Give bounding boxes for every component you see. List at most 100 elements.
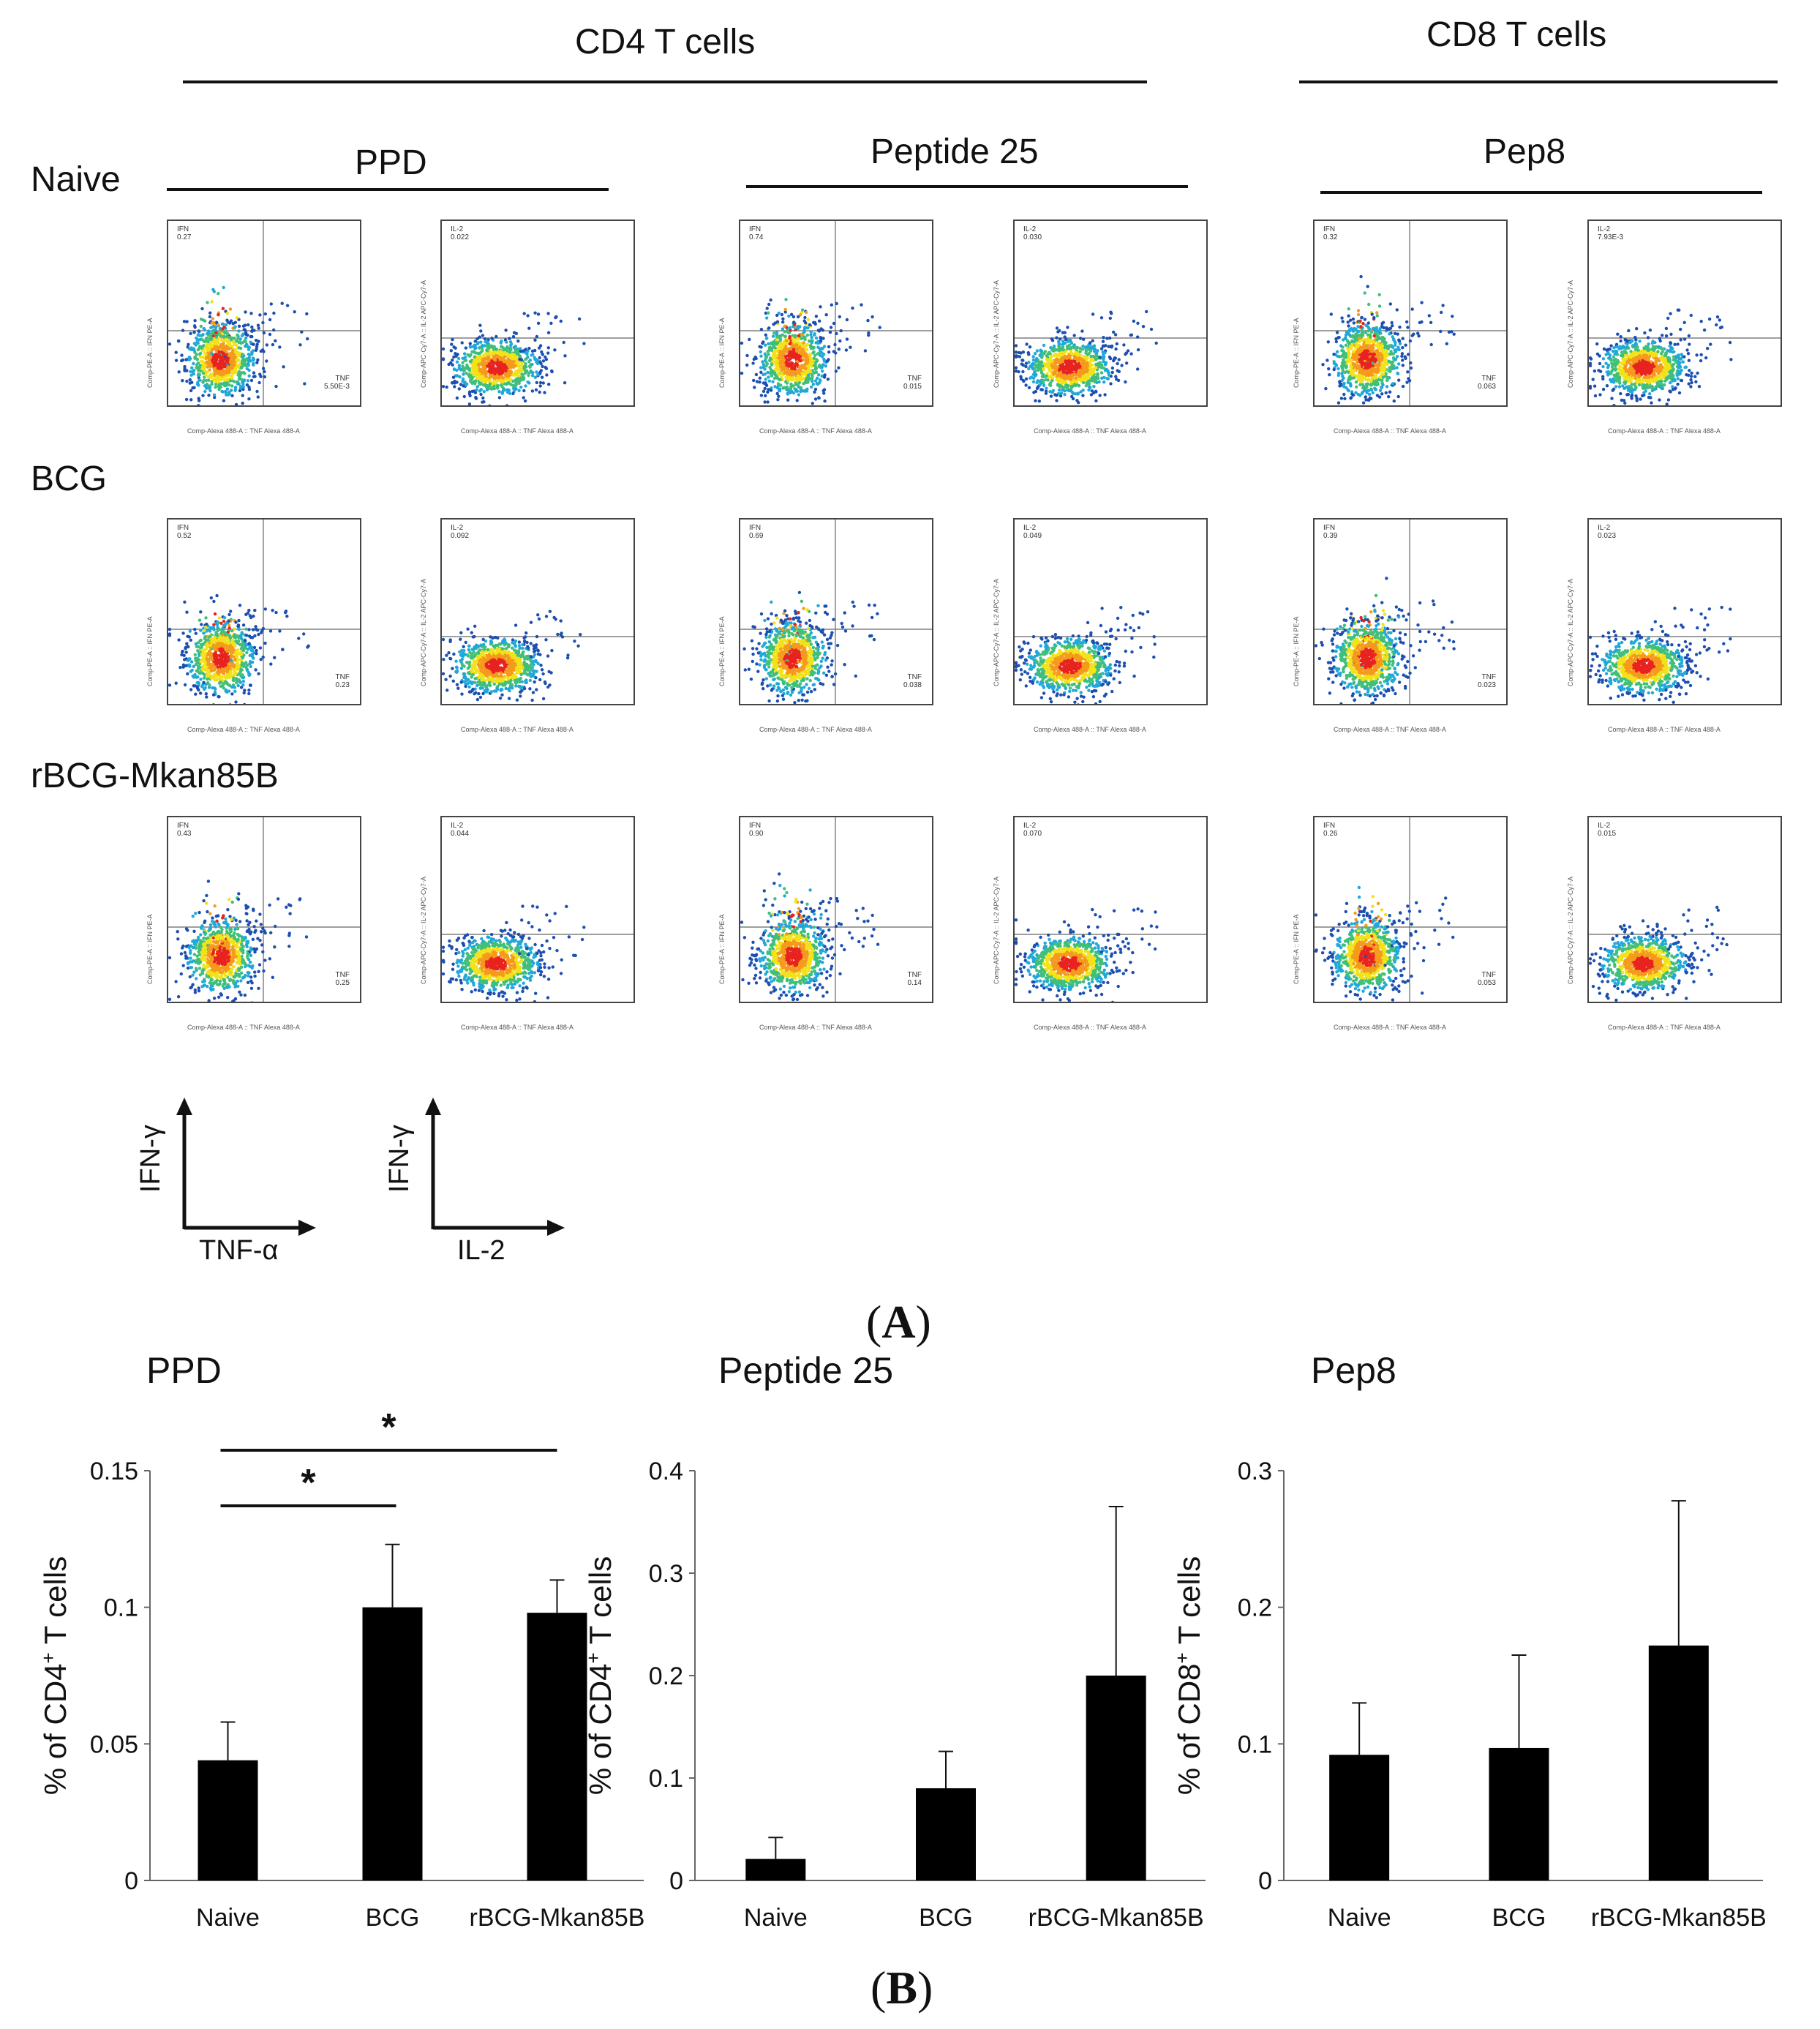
peptide25-header-line bbox=[746, 185, 1188, 188]
flow-plot-naive-0: IFN 0.27 TNF 5.50E-3 bbox=[167, 220, 361, 407]
gate-label-lower-right: TNF 0.023 bbox=[1478, 673, 1496, 689]
gate-name: IFN bbox=[177, 822, 189, 830]
flow-x-axis-label: Comp-Alexa 488-A :: TNF Alexa 488-A bbox=[187, 726, 300, 733]
gate-name: IL-2 bbox=[1023, 524, 1037, 532]
gate-name: TNF bbox=[907, 673, 922, 681]
panel-a-letter-text: A bbox=[881, 1296, 916, 1348]
flow-x-axis-label: Comp-Alexa 488-A :: TNF Alexa 488-A bbox=[759, 726, 872, 733]
y-tick-label: 0.3 bbox=[1238, 1458, 1272, 1485]
gate-label-lower-right: TNF 0.23 bbox=[336, 673, 350, 689]
flow-plot-rbcg-2: IFN 0.90 TNF 0.14 bbox=[739, 816, 933, 1003]
pep8-header-line bbox=[1320, 191, 1762, 194]
panel-a-letter: (A) bbox=[866, 1296, 931, 1348]
flow-y-axis-label: Comp-APC-Cy7-A :: IL-2 APC-Cy7-A bbox=[420, 876, 427, 984]
y-tick-label: 0.2 bbox=[649, 1662, 683, 1690]
gate-label-lower-right: TNF 5.50E-3 bbox=[324, 375, 350, 391]
legend-x1-label: TNF-α bbox=[199, 1235, 279, 1266]
x-tick-label-0: Naive bbox=[1328, 1904, 1391, 1932]
gate-value: 0.022 bbox=[451, 233, 470, 241]
significance-star-1: * bbox=[381, 1406, 396, 1449]
gate-label-upper-left: IFN 0.32 bbox=[1323, 225, 1337, 241]
gate-name: IFN bbox=[177, 524, 189, 532]
y-tick-label: 0.05 bbox=[90, 1730, 138, 1758]
gate-name: IL-2 bbox=[1598, 225, 1611, 233]
y-axis-label-main: % of CD4 bbox=[38, 1663, 72, 1795]
gate-name: TNF bbox=[1481, 375, 1496, 383]
y-axis-label-tail: T cells bbox=[38, 1556, 72, 1653]
flow-x-axis-label: Comp-Alexa 488-A :: TNF Alexa 488-A bbox=[1334, 427, 1446, 435]
gate-value: 0.69 bbox=[749, 532, 764, 540]
flow-y-axis-label: Comp-APC-Cy7-A :: IL-2 APC-Cy7-A bbox=[420, 280, 427, 388]
flow-density bbox=[442, 904, 633, 1002]
row-label-rbcg: rBCG-Mkan85B bbox=[31, 757, 279, 795]
y-axis-label-sup: + bbox=[37, 1652, 59, 1663]
flow-x-axis-label: Comp-Alexa 488-A :: TNF Alexa 488-A bbox=[1034, 1024, 1146, 1031]
gate-value: 0.015 bbox=[903, 383, 922, 391]
y-tick-label: 0 bbox=[669, 1867, 683, 1895]
y-tick-label: 0.4 bbox=[649, 1458, 683, 1485]
flow-x-axis-label: Comp-Alexa 488-A :: TNF Alexa 488-A bbox=[759, 427, 872, 435]
gate-value: 0.39 bbox=[1323, 532, 1338, 540]
gate-label-upper-left: IL-2 0.023 bbox=[1598, 524, 1616, 540]
gate-name: IL-2 bbox=[1023, 225, 1037, 233]
legend-axes-2 bbox=[425, 1098, 565, 1236]
gate-name: IFN bbox=[749, 524, 762, 532]
row-label-naive: Naive bbox=[31, 160, 121, 199]
gate-name: TNF bbox=[907, 375, 922, 383]
chart-title: Peptide 25 bbox=[718, 1350, 893, 1391]
flow-x-axis-label: Comp-Alexa 488-A :: TNF Alexa 488-A bbox=[1608, 726, 1721, 733]
gate-name: IFN bbox=[1323, 225, 1336, 233]
flow-density bbox=[1589, 905, 1780, 1002]
chart-title: PPD bbox=[146, 1350, 222, 1391]
gate-value: 0.23 bbox=[335, 681, 350, 689]
gate-label-lower-right: TNF 0.053 bbox=[1478, 971, 1496, 987]
y-tick-label: 0 bbox=[1258, 1867, 1272, 1895]
gate-name: IFN bbox=[749, 822, 762, 830]
gate-value: 0.90 bbox=[749, 830, 764, 838]
gate-value: 0.023 bbox=[1477, 681, 1496, 689]
flow-y-axis-label: Comp-PE-A :: IFN PE-A bbox=[146, 616, 154, 686]
flow-y-axis-label: Comp-PE-A :: IFN PE-A bbox=[1293, 616, 1300, 686]
flow-plot-naive-5: IL-2 7.93E-3 bbox=[1587, 220, 1782, 407]
y-axis-label: % of CD4+ T cells bbox=[582, 1556, 617, 1795]
gate-name: TNF bbox=[335, 971, 350, 979]
flow-x-axis-label: Comp-Alexa 488-A :: TNF Alexa 488-A bbox=[1608, 1024, 1721, 1031]
flow-y-axis-label: Comp-PE-A :: IFN PE-A bbox=[146, 914, 154, 984]
gate-label-upper-left: IFN 0.52 bbox=[177, 524, 191, 540]
pep8-header: Pep8 bbox=[1484, 132, 1566, 171]
gate-label-upper-left: IL-2 0.015 bbox=[1598, 822, 1616, 838]
x-tick-label-2: rBCG-Mkan85B bbox=[1591, 1904, 1767, 1932]
flow-x-axis-label: Comp-Alexa 488-A :: TNF Alexa 488-A bbox=[461, 1024, 574, 1031]
gate-name: IL-2 bbox=[1598, 822, 1611, 830]
flow-y-axis-label: Comp-PE-A :: IFN PE-A bbox=[718, 914, 726, 984]
bar-0 bbox=[1329, 1755, 1390, 1880]
gate-value: 0.26 bbox=[1323, 830, 1338, 838]
flow-y-axis-label: Comp-APC-Cy7-A :: IL-2 APC-Cy7-A bbox=[1567, 280, 1574, 388]
gate-value: 0.25 bbox=[335, 979, 350, 987]
gate-label-lower-right: TNF 0.015 bbox=[903, 375, 922, 391]
bar-1 bbox=[362, 1607, 423, 1880]
flow-plot-naive-2: IFN 0.74 TNF 0.015 bbox=[739, 220, 933, 407]
legend-x2-label: IL-2 bbox=[457, 1235, 505, 1266]
gate-value: 0.023 bbox=[1598, 532, 1617, 540]
x-tick-label-0: Naive bbox=[196, 1904, 260, 1932]
gate-value: 0.015 bbox=[1598, 830, 1617, 838]
panel-b-letter: (B) bbox=[870, 1962, 933, 2014]
flow-density bbox=[1589, 308, 1780, 405]
y-tick-label: 0.15 bbox=[90, 1458, 138, 1485]
y-axis-label: % of CD4+ T cells bbox=[37, 1556, 72, 1795]
flow-x-axis-label: Comp-Alexa 488-A :: TNF Alexa 488-A bbox=[759, 1024, 872, 1031]
x-tick-label-1: BCG bbox=[1492, 1904, 1546, 1932]
gate-label-lower-right: TNF 0.063 bbox=[1478, 375, 1496, 391]
gate-label-upper-left: IL-2 0.044 bbox=[451, 822, 469, 838]
gate-value: 0.43 bbox=[177, 830, 192, 838]
gate-value: 7.93E-3 bbox=[1598, 233, 1624, 241]
flow-y-axis-label: Comp-APC-Cy7-A :: IL-2 APC-Cy7-A bbox=[1567, 876, 1574, 984]
flow-density bbox=[1315, 221, 1506, 405]
gate-label-upper-left: IL-2 7.93E-3 bbox=[1598, 225, 1623, 241]
flow-x-axis-label: Comp-Alexa 488-A :: TNF Alexa 488-A bbox=[1334, 1024, 1446, 1031]
flow-x-axis-label: Comp-Alexa 488-A :: TNF Alexa 488-A bbox=[1034, 726, 1146, 733]
y-tick-label: 0.2 bbox=[1238, 1594, 1272, 1622]
row-label-bcg: BCG bbox=[31, 460, 108, 498]
